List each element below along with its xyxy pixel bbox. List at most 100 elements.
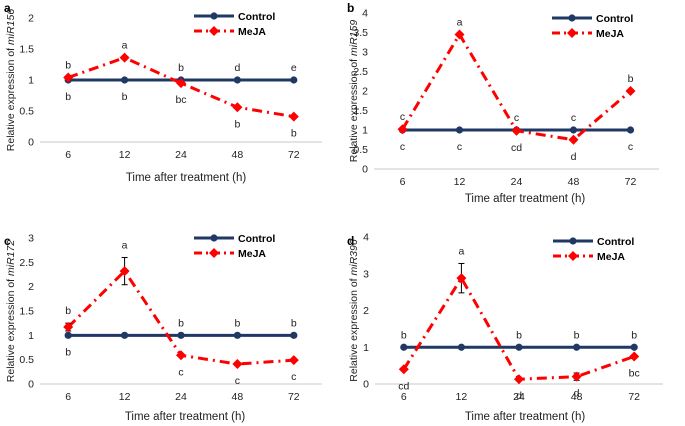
x-tick-label: 24 [511, 176, 523, 188]
y-tick-label: 1 [363, 342, 369, 354]
meja-significance-letter: d [234, 62, 240, 74]
y-tick-label: 0 [362, 164, 368, 176]
meja-significance-letter: c [514, 112, 519, 124]
panel-b: b 0 0.5 1 1.5 2 2.5 3 3.5 4 6 12 24 48 72 Time after tr… [347, 1, 659, 205]
meja-significance-letter: b [178, 62, 184, 74]
meja-significance-letter: a [122, 239, 128, 251]
legend-control-marker [568, 14, 576, 22]
legend-control-label: Control [238, 233, 275, 245]
meja-point [514, 374, 524, 385]
x-tick-label: 6 [400, 176, 406, 188]
control-point [400, 343, 408, 351]
meja-significance-letter: a [122, 40, 128, 52]
y-axis-title: Relative expression of miR156 [5, 9, 17, 152]
control-significance-letter: c [291, 371, 296, 383]
control-point [515, 343, 523, 351]
y-axis-title-prefix: Relative expression of [5, 45, 17, 151]
y-axis-title-prefix: Relative expression of [348, 56, 360, 162]
y-tick-label: 1.5 [353, 105, 368, 117]
meja-significance-letter: b [291, 317, 297, 329]
meja-significance-letter: b [401, 329, 407, 341]
control-significance-letter: b [65, 91, 71, 103]
legend-meja-marker [567, 28, 577, 38]
meja-point [398, 364, 409, 375]
meja-significance-letter: b [234, 317, 240, 329]
x-tick-label: 12 [454, 176, 466, 188]
meja-point [629, 351, 640, 362]
y-tick-label: 2 [28, 13, 34, 25]
legend: Control MeJA [194, 233, 275, 260]
y-tick-label: 2 [362, 86, 368, 98]
y-tick-label: 0.5 [353, 144, 368, 156]
x-tick-label: 72 [628, 391, 640, 403]
meja-significance-letter: b [65, 60, 71, 72]
y-axis-title: Relative expression of miR172 [5, 240, 17, 383]
legend-control-marker [210, 234, 218, 242]
x-tick-label: 48 [232, 149, 244, 161]
legend-control-label: Control [238, 11, 275, 23]
legend-control-label: Control [597, 236, 634, 248]
meja-point [176, 78, 186, 89]
y-axis-title: Relative expression of miR396 [348, 239, 360, 382]
x-tick-label: 6 [65, 391, 71, 403]
y-tick-label: 0.5 [19, 354, 34, 366]
meja-point [232, 102, 243, 113]
y-tick-label: 2.5 [19, 257, 34, 269]
panel-letter: d [347, 234, 354, 248]
meja-significance-letter: b [574, 329, 580, 341]
meja-point [288, 355, 299, 366]
control-point [290, 76, 298, 84]
meja-significance-letter: b [628, 73, 634, 85]
control-significance-letter: bc [175, 94, 186, 106]
meja-significance-letter: b [631, 329, 637, 341]
x-tick-label: 48 [232, 391, 244, 403]
x-tick-label: 12 [119, 391, 131, 403]
x-axis-title: Time after treatment (h) [125, 411, 246, 423]
panel-letter: c [4, 234, 11, 248]
meja-point [288, 111, 299, 122]
control-point [177, 331, 185, 339]
x-tick-label: 48 [571, 391, 583, 403]
legend-meja-label: MeJA [238, 248, 266, 260]
control-significance-letter: b [122, 91, 128, 103]
control-point [573, 343, 581, 351]
control-significance-letter: cd [398, 380, 409, 392]
control-point [630, 343, 638, 351]
y-tick-label: 4 [363, 232, 369, 244]
y-tick-label: 1 [362, 125, 368, 137]
panel-c: c 0 0.5 1 1.5 2 2.5 3 6 12 24 48 72 Time after treatm… [4, 233, 322, 423]
meja-series-line [67, 56, 295, 119]
meja-point [176, 350, 186, 361]
y-tick-label: 1.5 [19, 44, 34, 56]
legend-meja-label: MeJA [238, 26, 266, 38]
y-tick-label: 4 [362, 8, 368, 20]
meja-point [571, 371, 582, 382]
control-significance-letter: c [628, 141, 633, 153]
panel-letter: b [347, 1, 354, 15]
control-significance-letter: cd [511, 142, 522, 154]
x-tick-label: 6 [401, 391, 407, 403]
x-axis-title: Time after treatment (h) [465, 193, 586, 205]
meja-point [232, 359, 243, 370]
control-point [455, 126, 464, 134]
legend-control-marker [210, 12, 218, 20]
meja-point [454, 29, 465, 40]
control-point [569, 126, 578, 134]
y-tick-label: 1 [28, 75, 34, 87]
meja-point [397, 124, 408, 135]
control-point [457, 343, 465, 351]
meja-point [625, 86, 636, 96]
y-tick-label: 3 [28, 233, 34, 245]
legend-meja-label: MeJA [596, 28, 624, 40]
meja-point [63, 322, 74, 333]
legend: Control MeJA [194, 11, 275, 38]
meja-significance-letter: a [457, 16, 463, 28]
control-significance-letter: c [178, 366, 183, 378]
x-tick-label: 12 [456, 391, 468, 403]
x-tick-label: 72 [288, 149, 300, 161]
x-tick-label: 24 [513, 391, 525, 403]
x-tick-label: 48 [568, 176, 580, 188]
y-axis-title-gene: miR156 [5, 9, 17, 45]
